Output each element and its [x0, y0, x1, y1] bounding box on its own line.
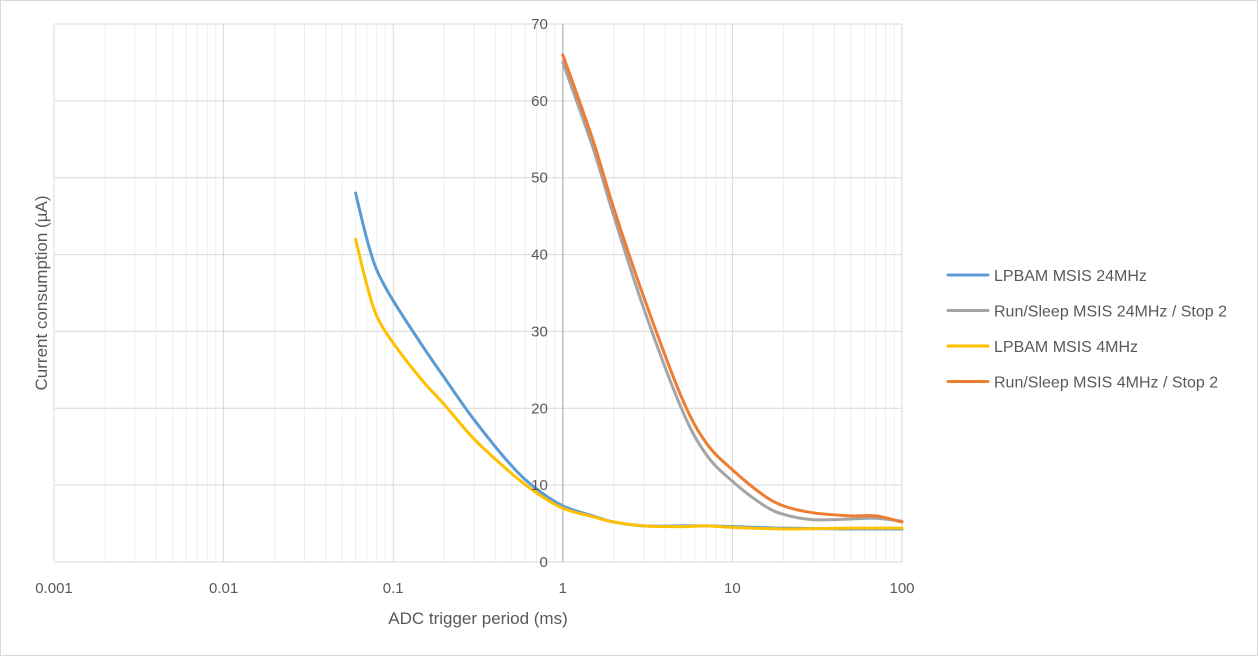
legend-label-1: LPBAM MSIS 24MHz [994, 268, 1147, 285]
y-tick-label: 30 [531, 323, 548, 340]
x-axis-title: ADC trigger period (ms) [388, 609, 568, 628]
y-tick-label: 10 [531, 477, 548, 494]
legend: LPBAM MSIS 24MHz Run/Sleep MSIS 24MHz / S… [946, 268, 1227, 392]
y-tick-label: 70 [531, 16, 548, 33]
y-tick-label: 0 [539, 554, 547, 571]
y-tick-labels: 0 10 20 30 40 50 60 70 [531, 16, 548, 571]
x-tick-label: 1 [559, 580, 567, 597]
legend-label-3: LPBAM MSIS 4MHz [994, 339, 1138, 356]
series-line-4 [561, 53, 904, 524]
series-lines [354, 53, 904, 531]
x-tick-label: 10 [724, 580, 741, 597]
x-tick-label: 0.1 [383, 580, 404, 597]
legend-label-2: Run/Sleep MSIS 24MHz / Stop 2 [994, 304, 1227, 321]
x-tick-label: 100 [889, 580, 914, 597]
y-tick-label: 60 [531, 93, 548, 110]
series-line-1 [354, 191, 904, 531]
y-tick-label: 50 [531, 170, 548, 187]
x-tick-label: 0.01 [209, 580, 238, 597]
grid-lines [53, 23, 903, 563]
series-line-3 [354, 237, 904, 531]
x-tick-labels: 0.001 0.01 0.1 1 10 100 [35, 580, 914, 597]
y-axis-title: Current consumption (µA) [32, 196, 51, 391]
y-tick-label: 40 [531, 247, 548, 264]
legend-label-4: Run/Sleep MSIS 4MHz / Stop 2 [994, 375, 1218, 392]
x-tick-label: 0.001 [35, 580, 73, 597]
series-line-2 [561, 60, 904, 523]
y-tick-label: 20 [531, 400, 548, 417]
